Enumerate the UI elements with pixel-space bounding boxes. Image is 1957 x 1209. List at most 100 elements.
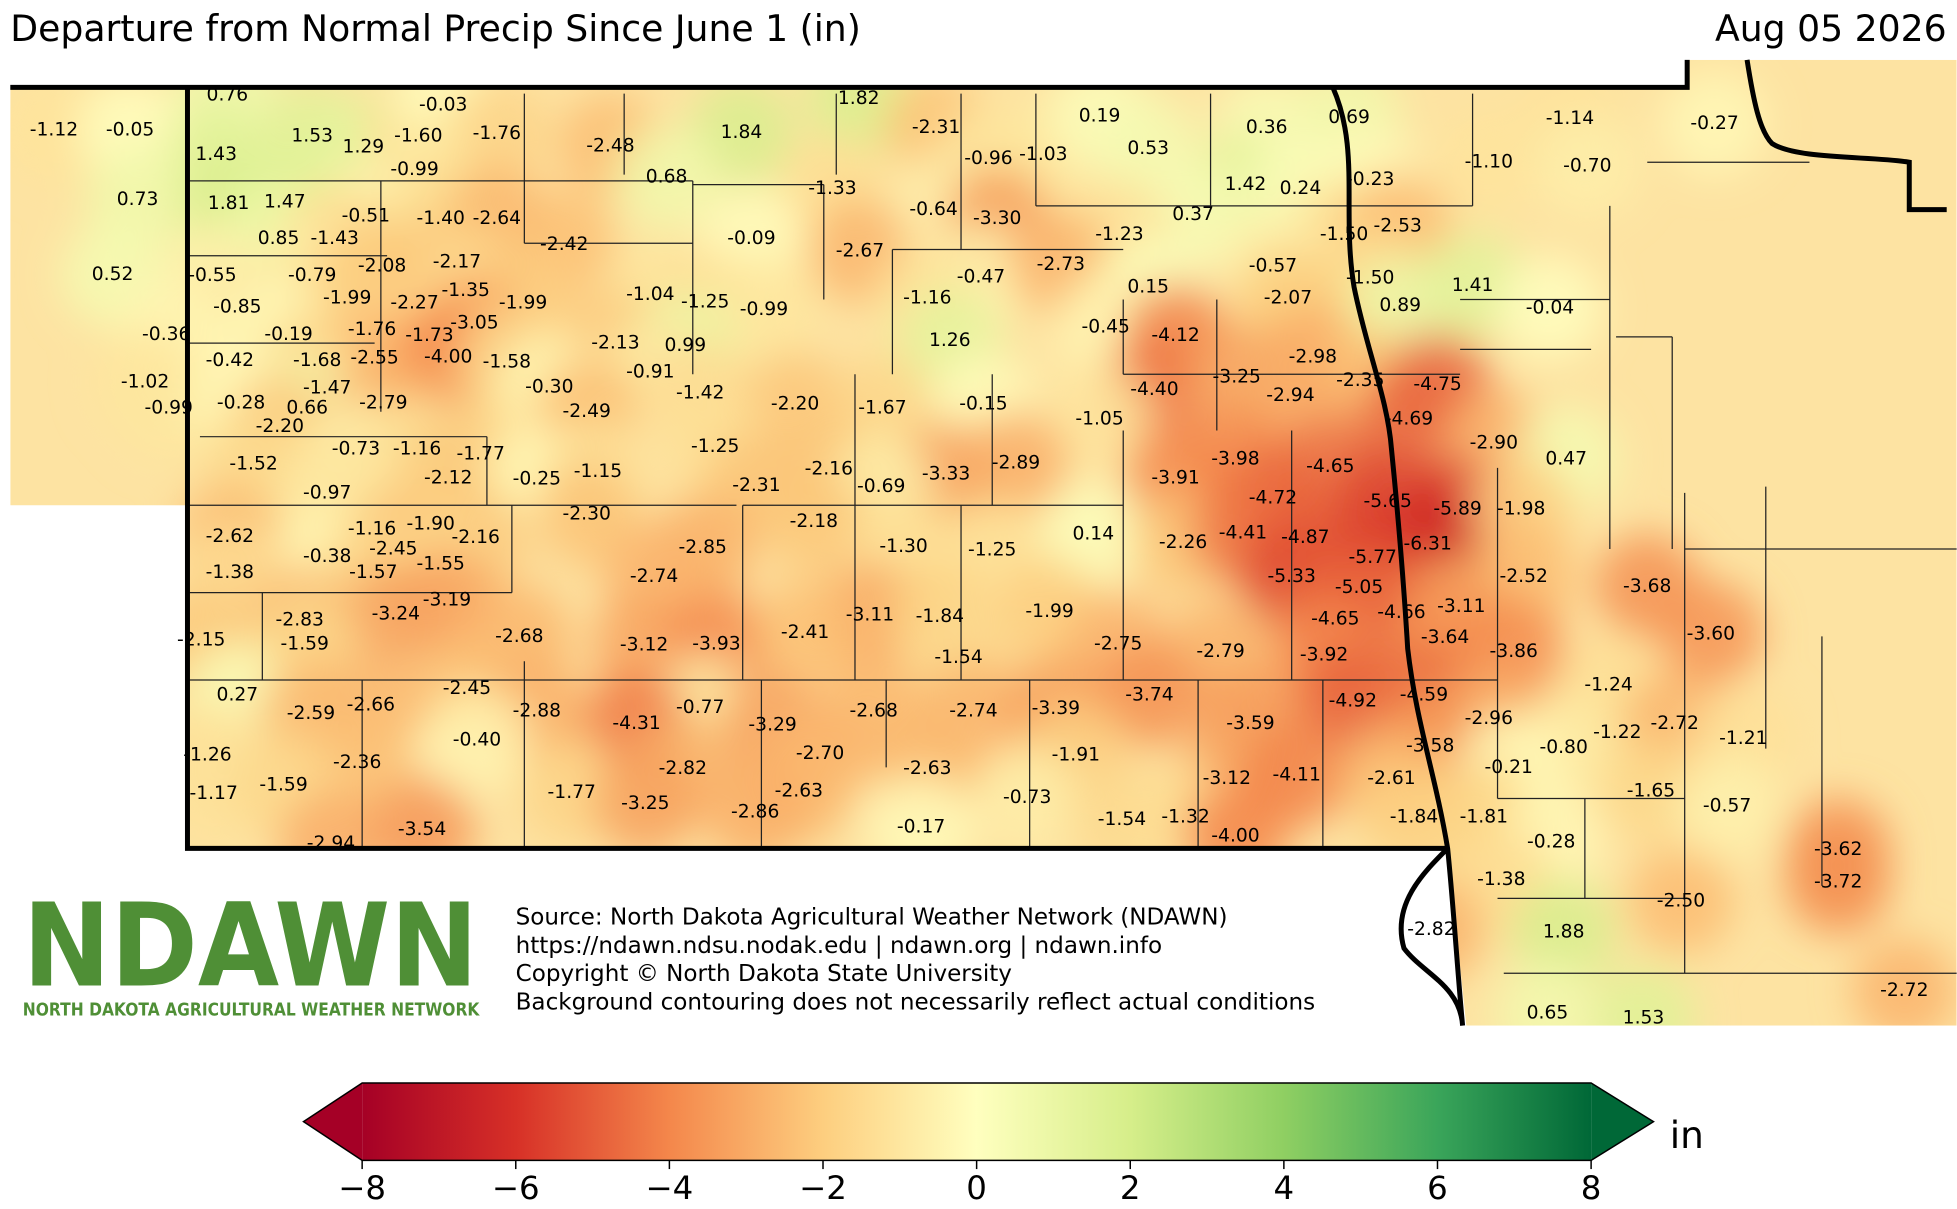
station-value: 0.15 [1127, 276, 1169, 297]
station-value: -1.17 [189, 783, 237, 804]
colorbar-tick-label: −4 [645, 1169, 693, 1207]
station-contour [343, 561, 449, 667]
station-value: -0.57 [1249, 255, 1297, 276]
station-value: -3.64 [1421, 627, 1469, 648]
colorbar: −8 −6 −4 −2 0 2 4 6 8 in [302, 1082, 1704, 1207]
station-value: -2.13 [591, 333, 639, 354]
station-value: -4.31 [612, 713, 660, 734]
station-value: -0.85 [213, 296, 261, 317]
station-value: -2.73 [1037, 254, 1085, 275]
station-value: -2.66 [347, 694, 395, 715]
station-value: -3.92 [1300, 645, 1348, 666]
station-value: -1.15 [574, 461, 622, 482]
station-value: -2.20 [256, 416, 304, 437]
station-value: -4.69 [1385, 409, 1433, 430]
station-value: -1.16 [903, 288, 951, 309]
station-value: -3.58 [1406, 736, 1454, 757]
station-value: -2.45 [369, 538, 417, 559]
station-value: -1.76 [473, 123, 521, 144]
station-value: -1.91 [1052, 744, 1100, 765]
station-value: -2.15 [177, 630, 225, 651]
station-value: -1.81 [1460, 807, 1508, 828]
station-value: -2.74 [949, 701, 997, 722]
station-value: -0.79 [288, 265, 336, 286]
station-value: -1.30 [879, 536, 927, 557]
station-value: -2.64 [473, 208, 521, 229]
station-contour [592, 751, 698, 856]
station-value: -4.92 [1329, 691, 1377, 712]
station-value: -2.18 [790, 511, 838, 532]
station-value: -1.25 [968, 540, 1016, 561]
station-value: 1.81 [208, 193, 250, 214]
station-value: -1.50 [1346, 268, 1394, 289]
station-contour [1436, 109, 1542, 215]
station-value: -3.25 [1213, 366, 1261, 387]
station-contour [1534, 113, 1640, 219]
station-value: -0.70 [1563, 155, 1611, 176]
station-value: -1.35 [442, 280, 490, 301]
station-value: -1.14 [1546, 108, 1594, 129]
station-value: -3.19 [423, 590, 471, 611]
county-lines [187, 93, 1957, 974]
date: Aug 05 2026 [1715, 7, 1947, 50]
station-value: -2.94 [307, 833, 355, 854]
station-value: -1.67 [858, 397, 906, 418]
station-value: -1.43 [310, 228, 358, 249]
station-value: 0.69 [1328, 107, 1370, 128]
station-value: -5.65 [1364, 491, 1412, 512]
station-value: -4.59 [1400, 684, 1448, 705]
station-value: -1.05 [1075, 409, 1123, 430]
source-line: https://ndawn.ndsu.nodak.edu | ndawn.org… [516, 933, 1163, 959]
station-value: -3.93 [692, 633, 740, 654]
station-value: -1.16 [393, 439, 441, 460]
station-value: -0.09 [727, 228, 775, 249]
colorbar-tick-label: 0 [966, 1169, 987, 1207]
station-value: -2.79 [1196, 641, 1244, 662]
station-value: -0.21 [1485, 757, 1533, 778]
station-value: -5.05 [1335, 577, 1383, 598]
station-contour [1511, 879, 1617, 985]
station-value: -1.99 [499, 293, 547, 314]
station-value: -1.60 [394, 125, 442, 146]
station-value: -1.54 [1098, 809, 1146, 830]
station-value: -0.40 [453, 729, 501, 750]
station-value: -3.62 [1814, 839, 1862, 860]
station-contour [424, 687, 530, 793]
station-value: -0.42 [206, 350, 254, 371]
station-value: -0.25 [513, 469, 561, 490]
colorbar-extend-low [303, 1082, 363, 1161]
title: Departure from Normal Precip Since June … [10, 7, 861, 50]
station-value: -0.28 [217, 392, 265, 413]
station-value: -3.30 [973, 208, 1021, 229]
station-value: -2.52 [1500, 566, 1548, 587]
station-value: -2.16 [451, 527, 499, 548]
station-value: -2.55 [350, 348, 398, 369]
station-value: -0.80 [1539, 737, 1587, 758]
station-value: -2.67 [836, 240, 884, 261]
station-value: -0.15 [959, 394, 1007, 415]
station-value: -0.64 [909, 199, 957, 220]
station-value: -4.75 [1413, 374, 1461, 395]
station-value: 1.84 [721, 122, 763, 143]
station-value: -2.35 [1336, 370, 1384, 391]
station-value: -0.38 [303, 546, 351, 567]
station-value: -1.65 [1627, 781, 1675, 802]
station-value: -1.38 [1477, 869, 1525, 890]
station-value: -0.69 [857, 476, 905, 497]
station-value: -2.17 [433, 252, 481, 273]
station-value: -3.72 [1814, 872, 1862, 893]
station-contour [1674, 753, 1780, 859]
station-value: -2.45 [443, 678, 491, 699]
station-value: 1.41 [1452, 275, 1494, 296]
station-value: -3.68 [1623, 576, 1671, 597]
station-value: 0.66 [286, 397, 328, 418]
source: Source: North Dakota Agricultural Weathe… [516, 905, 1316, 1016]
station-value: 0.37 [1172, 204, 1214, 225]
colorbar-tick-label: −8 [338, 1169, 386, 1207]
station-value: -1.24 [1584, 674, 1632, 695]
station-value: -5.77 [1349, 547, 1397, 568]
station-value: -2.68 [849, 701, 897, 722]
station-value: -1.38 [206, 562, 254, 583]
station-value: -1.58 [483, 351, 531, 372]
